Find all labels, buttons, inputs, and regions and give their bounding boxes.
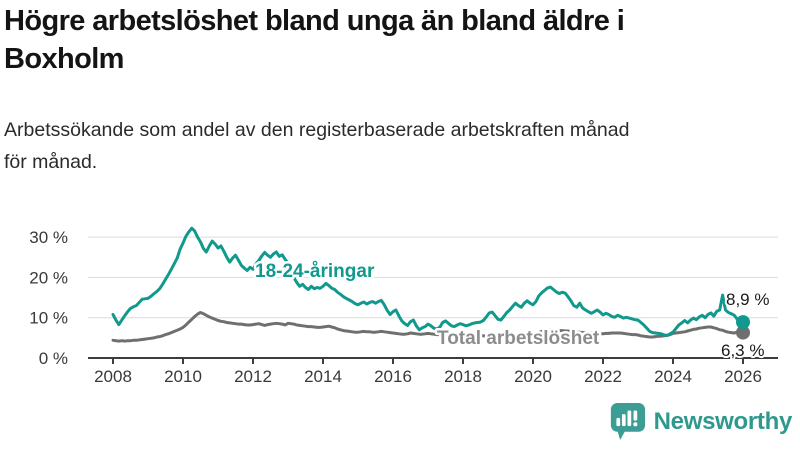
y-tick-label-0: 0 % (39, 349, 68, 368)
page-subtitle: Arbetssökande som andel av den registerb… (4, 119, 630, 173)
x-tick-label-2012: 2012 (234, 367, 272, 386)
bar-chart-glyph (616, 410, 638, 427)
series-lines-group (111, 226, 750, 343)
x-tick-label-2008: 2008 (94, 367, 132, 386)
total-series-label: Total arbetslöshet (437, 328, 600, 349)
x-tick-label-2010: 2010 (164, 367, 202, 386)
youth-line (111, 226, 745, 337)
x-tick-label-2020: 2020 (514, 367, 552, 386)
total-end-value-label: 6,3 % (721, 341, 764, 360)
page-title: Högre arbetslöshet bland unga än bland ä… (4, 5, 625, 75)
newsworthy-logo: Newsworthy (609, 402, 792, 442)
x-tick-label-2018: 2018 (444, 367, 482, 386)
youth-end-dot (736, 315, 750, 330)
y-tick-label-30: 30 % (29, 228, 68, 247)
x-tick-label-2014: 2014 (304, 367, 342, 386)
newsworthy-logo-icon (610, 403, 645, 441)
total-line (111, 311, 745, 343)
x-tick-label-2016: 2016 (374, 367, 412, 386)
y-tick-label-20: 20 % (29, 268, 68, 287)
x-tick-label-2022: 2022 (584, 367, 622, 386)
y-tick-label-10: 10 % (29, 309, 68, 328)
x-tick-label-2026: 2026 (724, 367, 762, 386)
x-axis-group: 2008 2010 2012 2014 2016 2018 2020 2022 2024 2026 (88, 357, 778, 386)
total-end-dot (736, 325, 750, 340)
youth-series-label: 18-24-åringar (255, 261, 375, 282)
youth-end-value-label: 8,9 % (726, 290, 769, 309)
x-tick-label-2024: 2024 (654, 367, 692, 386)
newsworthy-logo-text: Newsworthy (653, 408, 793, 435)
gridlines-group: 0 % 10 % 20 % 30 % (29, 228, 778, 368)
